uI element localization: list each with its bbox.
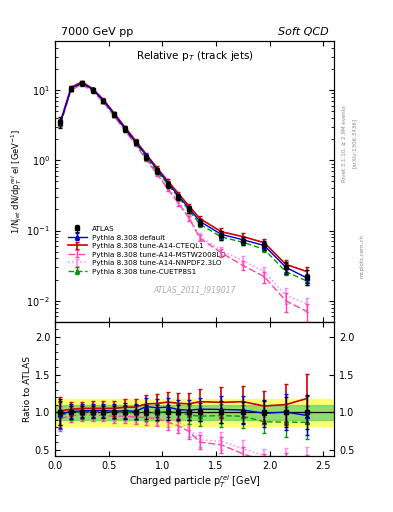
Text: ATLAS_2011_I919017: ATLAS_2011_I919017 [153, 285, 236, 294]
Bar [55, 404, 334, 420]
Text: Rivet 3.1.10, ≥ 2.9M events: Rivet 3.1.10, ≥ 2.9M events [342, 105, 347, 182]
X-axis label: Charged particle p$_{T}^{rel}$ [GeV]: Charged particle p$_{T}^{rel}$ [GeV] [129, 473, 261, 490]
Text: Soft QCD: Soft QCD [278, 27, 329, 37]
Y-axis label: 1/N$_{jet}$ dN/dp$_{T}^{rel}$ el [GeV$^{-1}$]: 1/N$_{jet}$ dN/dp$_{T}^{rel}$ el [GeV$^{… [9, 129, 24, 234]
Text: 7000 GeV pp: 7000 GeV pp [61, 27, 133, 37]
Text: [arXiv:1306.3436]: [arXiv:1306.3436] [352, 118, 357, 168]
Y-axis label: Ratio to ATLAS: Ratio to ATLAS [23, 356, 32, 422]
Bar [55, 398, 334, 425]
Legend: ATLAS, Pythia 8.308 default, Pythia 8.308 tune-A14-CTEQL1, Pythia 8.308 tune-A14: ATLAS, Pythia 8.308 default, Pythia 8.30… [67, 224, 228, 276]
Text: mcplots.cern.ch: mcplots.cern.ch [360, 234, 365, 278]
Text: Relative p$_{T}$ (track jets): Relative p$_{T}$ (track jets) [136, 49, 253, 63]
